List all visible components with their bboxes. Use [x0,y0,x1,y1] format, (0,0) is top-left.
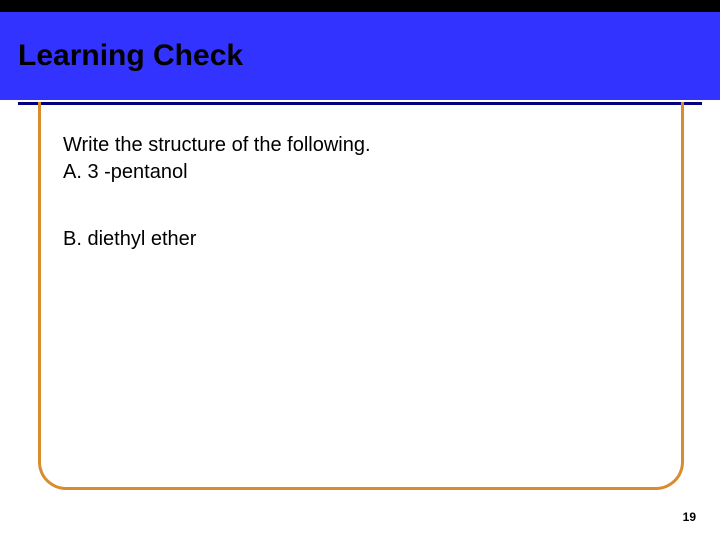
prompt-text: Write the structure of the following. [63,132,659,159]
page-number: 19 [683,510,696,524]
top-bar [0,0,720,12]
slide-header: Learning Check [0,12,720,100]
item-b: B. diethyl ether [63,226,659,253]
content-box: Write the structure of the following. A.… [38,102,684,490]
slide: Learning Check Write the structure of th… [0,0,720,540]
item-a: A. 3 -pentanol [63,159,659,186]
spacer [63,186,659,226]
slide-title: Learning Check [18,39,243,73]
